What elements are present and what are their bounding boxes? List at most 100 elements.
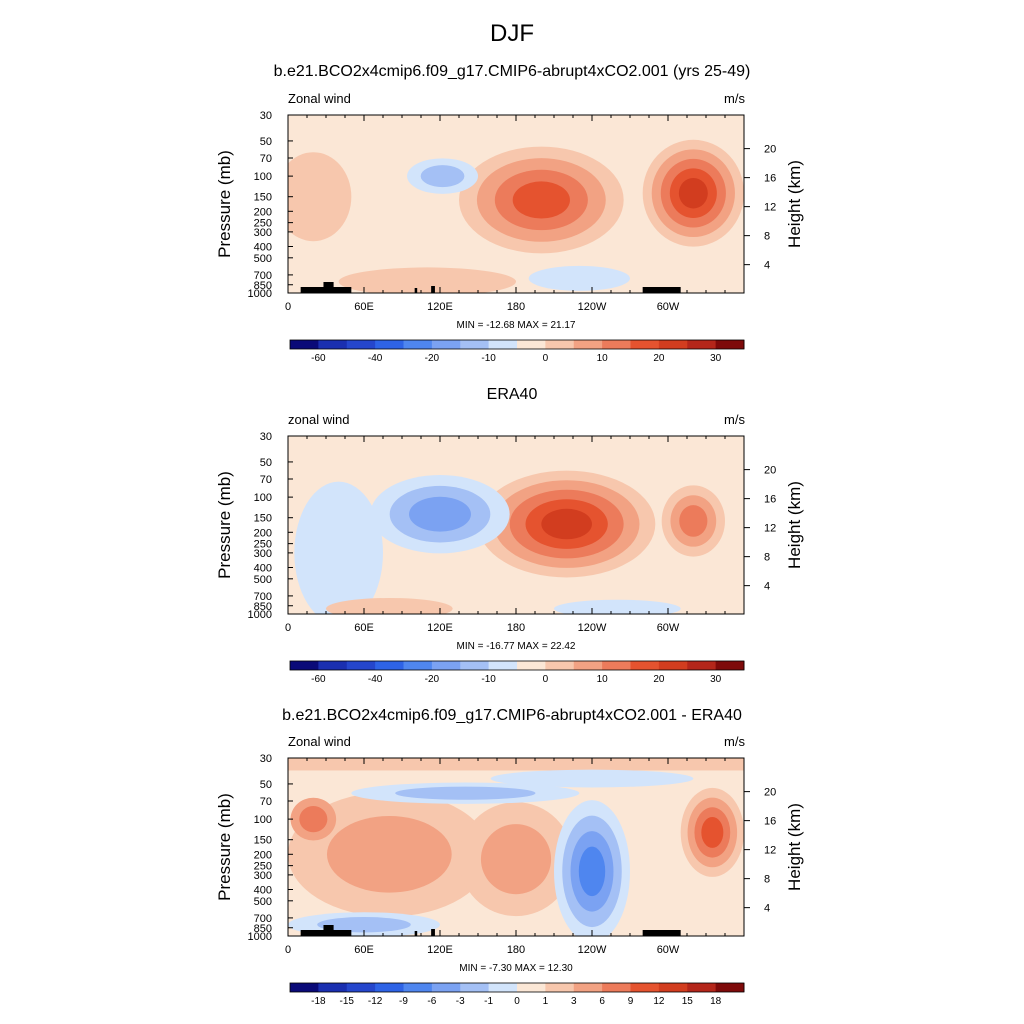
colorbar-frame — [289, 660, 745, 671]
topography-mask — [414, 931, 418, 936]
colorbar-swatch — [573, 340, 603, 349]
colorbar-swatch — [658, 340, 688, 349]
y-tick-label: 400 — [254, 884, 272, 896]
colorbar-swatch — [290, 340, 319, 349]
colorbar-swatch — [488, 340, 518, 349]
contour-field — [288, 115, 744, 293]
colorbar-swatch — [290, 661, 319, 670]
y-tick-label: 100 — [254, 492, 272, 504]
colorbar-label: 10 — [597, 674, 609, 685]
colorbar-swatch — [715, 661, 745, 670]
contour-region — [395, 786, 536, 800]
colorbar-swatch — [488, 983, 518, 992]
y-right-tick-label: 8 — [764, 552, 770, 564]
y-axis-label: Pressure (mb) — [215, 793, 234, 901]
colorbar-label: -60 — [311, 674, 326, 685]
contour-region — [299, 805, 328, 833]
y-right-axis-label: Height (km) — [785, 160, 804, 248]
units-label: m/s — [724, 734, 745, 749]
colorbar-label: 9 — [628, 996, 634, 1007]
colorbar-swatch — [687, 661, 717, 670]
contour-region — [326, 815, 452, 893]
topography-mask — [431, 929, 435, 936]
topography-mask — [323, 925, 334, 936]
colorbar-label: 0 — [543, 674, 549, 685]
y-tick-label: 250 — [254, 861, 272, 873]
y-tick-label: 200 — [254, 527, 272, 539]
y-right-tick-label: 12 — [764, 202, 776, 214]
x-tick-label: 60E — [354, 944, 374, 956]
colorbar: -60 -40 -20 -10 0 10 20 30 — [289, 339, 745, 364]
colorbar-label: -60 — [311, 353, 326, 364]
colorbar-swatch — [602, 340, 631, 349]
colorbar-swatch — [346, 340, 376, 349]
colorbar-label: -18 — [311, 996, 326, 1007]
y-right-tick-label: 4 — [764, 260, 770, 272]
colorbar-label: 6 — [599, 996, 605, 1007]
y-tick-label: 1000 — [248, 288, 272, 300]
colorbar-swatch — [545, 661, 575, 670]
y-tick-label: 500 — [254, 253, 272, 265]
contour-region — [326, 597, 453, 614]
y-tick-label: 300 — [254, 870, 272, 882]
topography-mask — [642, 287, 681, 293]
colorbar-label: 10 — [597, 353, 609, 364]
contour-region — [420, 165, 465, 188]
y-right-tick-label: 8 — [764, 231, 770, 243]
y-right-axis-label: Height (km) — [785, 803, 804, 891]
variable-label: zonal wind — [288, 412, 350, 427]
colorbar-label: -20 — [425, 353, 440, 364]
x-tick-label: 60W — [657, 301, 680, 313]
y-tick-label: 1000 — [248, 931, 272, 943]
y-tick-label: 500 — [254, 896, 272, 908]
colorbar-swatch — [602, 983, 631, 992]
y-tick-label: 200 — [254, 206, 272, 218]
y-tick-label: 850 — [254, 280, 272, 292]
colorbar-swatch — [431, 340, 461, 349]
y-tick-label: 30 — [260, 753, 272, 765]
x-tick-label: 60E — [354, 622, 374, 634]
y-tick-label: 500 — [254, 574, 272, 586]
colorbar-swatch — [517, 983, 546, 992]
contour-region — [528, 265, 630, 291]
colorbar-label: 1 — [543, 996, 549, 1007]
x-tick-label: 60E — [354, 301, 374, 313]
colorbar-swatch — [346, 661, 376, 670]
units-label: m/s — [724, 412, 745, 427]
x-tick-label: 60W — [657, 944, 680, 956]
y-right-tick-label: 8 — [764, 874, 770, 886]
x-tick-label: 180 — [507, 944, 525, 956]
colorbar-label: 0 — [543, 353, 549, 364]
y-tick-label: 50 — [260, 457, 272, 469]
y-tick-label: 50 — [260, 136, 272, 148]
colorbar-label: 20 — [653, 353, 665, 364]
contour-region — [578, 846, 606, 897]
panel-title: b.e21.BCO2x4cmip6.f09_g17.CMIP6-abrupt4x… — [273, 63, 751, 80]
contour-field — [288, 436, 744, 614]
contour-region — [490, 769, 694, 788]
x-tick-label: 120W — [578, 622, 607, 634]
colorbar-swatch — [658, 983, 688, 992]
colorbar: -60 -40 -20 -10 0 10 20 30 — [289, 660, 745, 685]
y-axis-label: Pressure (mb) — [215, 471, 234, 579]
x-tick-label: 180 — [507, 301, 525, 313]
y-tick-label: 70 — [260, 474, 272, 486]
y-tick-label: 850 — [254, 923, 272, 935]
y-tick-label: 400 — [254, 241, 272, 253]
x-tick-label: 120E — [427, 622, 453, 634]
min-max-label: MIN = -12.68 MAX = 21.17 — [456, 320, 576, 331]
colorbar-swatch — [630, 340, 660, 349]
colorbar-swatch — [630, 661, 660, 670]
contour-region — [288, 152, 352, 242]
units-label: m/s — [724, 91, 745, 106]
x-tick-label: 0 — [285, 944, 291, 956]
colorbar-swatch — [517, 661, 546, 670]
colorbar-swatch — [431, 983, 461, 992]
y-tick-label: 150 — [254, 192, 272, 204]
y-tick-label: 700 — [254, 591, 272, 603]
colorbar-swatch — [290, 983, 319, 992]
colorbar-label: -6 — [427, 996, 436, 1007]
variable-label: Zonal wind — [288, 91, 351, 106]
colorbar-swatch — [460, 661, 490, 670]
